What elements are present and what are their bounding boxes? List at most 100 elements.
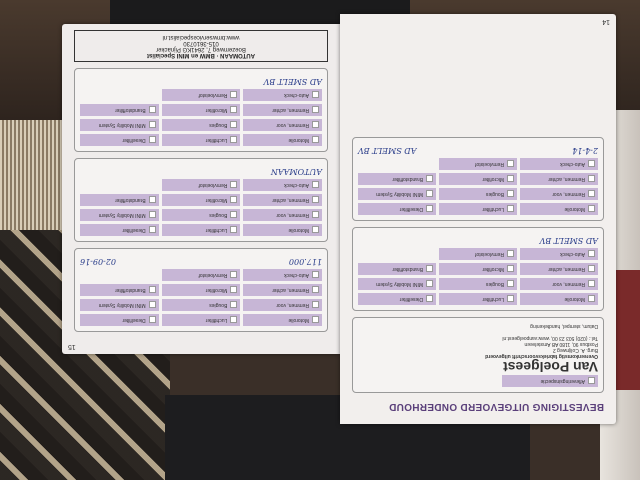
date-entry: 2-4-14 — [572, 146, 598, 155]
checkbox[interactable] — [507, 160, 514, 168]
service-item: MINI Mobility System — [80, 299, 159, 311]
checkbox[interactable] — [426, 190, 433, 198]
checkbox[interactable] — [312, 106, 319, 114]
service-item: Remvloeistof — [439, 158, 517, 170]
checkbox[interactable] — [426, 175, 433, 183]
checkbox[interactable] — [230, 286, 238, 294]
service-item: Auto-check — [243, 89, 322, 101]
date-entry: 02-09-16 — [80, 257, 116, 266]
service-item: Dieselfilter — [80, 314, 159, 326]
checkbox[interactable] — [148, 121, 156, 129]
checkbox[interactable] — [312, 226, 319, 234]
checkbox[interactable] — [148, 316, 156, 324]
checkbox[interactable] — [230, 196, 238, 204]
checkbox[interactable] — [507, 265, 514, 273]
checkbox[interactable] — [588, 265, 595, 273]
delivery-inspection-box: Afleveringsinspectie Van Poelgeest Overe… — [352, 317, 604, 393]
page-title: BEVESTIGING UITGEVOERD ONDERHOUD — [388, 401, 604, 412]
checkbox[interactable] — [507, 295, 514, 303]
checkbox[interactable] — [312, 91, 319, 99]
checkbox[interactable] — [312, 301, 319, 309]
checkbox[interactable] — [230, 91, 238, 99]
right-page: 14 BEVESTIGING UITGEVOERD ONDERHOUD Afle… — [340, 14, 616, 424]
checkbox[interactable] — [148, 136, 156, 144]
service-item: Remmen, achter — [243, 284, 322, 296]
checkbox[interactable] — [230, 271, 238, 279]
checkbox[interactable] — [230, 226, 238, 234]
checkbox[interactable] — [426, 280, 433, 288]
checkbox[interactable] — [148, 301, 156, 309]
checkbox[interactable] — [588, 295, 595, 303]
checkbox[interactable] — [230, 316, 238, 324]
checkbox[interactable] — [312, 121, 319, 129]
service-section: Motorolie Luchtfilter Dieselfilter Remmen, … — [74, 248, 328, 332]
service-item: Motorolie — [520, 293, 598, 305]
checkbox[interactable] — [588, 190, 595, 198]
checkbox[interactable] — [148, 106, 156, 114]
checkbox[interactable] — [230, 106, 238, 114]
service-item: Microfilter — [439, 263, 517, 275]
service-item: Remvloeistof — [161, 269, 241, 281]
checkbox[interactable] — [312, 211, 319, 219]
checkbox[interactable] — [230, 181, 238, 189]
service-item: Microfilter — [161, 284, 241, 296]
checkbox[interactable] — [588, 250, 595, 258]
checkbox[interactable] — [230, 136, 238, 144]
checkbox[interactable] — [312, 316, 319, 324]
service-item: Remmen, achter — [520, 173, 598, 185]
service-item: Bougies — [439, 278, 517, 290]
service-item: Remmen, voor — [243, 299, 322, 311]
service-item: Microfilter — [439, 173, 517, 185]
checkbox[interactable] — [507, 205, 514, 213]
checkbox[interactable] — [588, 205, 595, 213]
service-item: Remmen, achter — [243, 104, 322, 116]
service-item: Auto-check — [243, 179, 322, 191]
checkbox[interactable] — [588, 175, 595, 183]
checkbox[interactable] — [507, 280, 514, 288]
checkbox[interactable] — [426, 205, 433, 213]
rug-fringe — [0, 120, 70, 230]
checkbox[interactable] — [230, 301, 238, 309]
checkbox[interactable] — [507, 190, 514, 198]
checkbox[interactable] — [148, 196, 156, 204]
checkbox[interactable] — [230, 121, 238, 129]
service-item: MINI Mobility System — [358, 278, 436, 290]
service-item: Auto-check — [520, 248, 598, 260]
checkbox[interactable] — [312, 181, 319, 189]
checkbox[interactable] — [148, 286, 156, 294]
service-item: Motorolie — [520, 203, 598, 215]
dealer-stamp: AUTOMAAN · BMW en MINI Specialist Boezem… — [74, 30, 328, 62]
checkbox[interactable] — [312, 196, 319, 204]
checkbox[interactable] — [230, 211, 238, 219]
service-item: Remmen, achter — [243, 194, 322, 206]
checkbox[interactable] — [426, 295, 433, 303]
checkbox[interactable] — [426, 265, 433, 273]
service-item: Remvloeistof — [161, 179, 241, 191]
service-item: Motorolie — [243, 314, 322, 326]
km-entry: 117.000 — [288, 257, 322, 266]
service-item: Bougies — [439, 188, 517, 200]
service-item: Remmen, achter — [520, 263, 598, 275]
service-item: MINI Mobility System — [80, 209, 159, 221]
checkbox[interactable] — [312, 286, 319, 294]
service-item: Dieselfilter — [80, 134, 159, 146]
checkbox[interactable] — [588, 160, 595, 168]
checkbox[interactable] — [588, 280, 595, 288]
service-item: Remmen, voor — [243, 119, 322, 131]
checkbox[interactable] — [148, 211, 156, 219]
stamp-entry: AD SMELT BV — [358, 146, 417, 155]
page-number: 14 — [602, 18, 610, 25]
service-item: Auto-check — [243, 269, 322, 281]
checkbox[interactable] — [507, 250, 514, 258]
service-item: Dieselfilter — [358, 203, 436, 215]
service-section: Motorolie Luchtfilter Dieselfilter Remmen, … — [352, 227, 604, 311]
checkbox[interactable] — [507, 175, 514, 183]
service-item: Luchtfilter — [439, 293, 517, 305]
checkbox[interactable] — [312, 136, 319, 144]
service-section: Motorolie Luchtfilter Dieselfilter Remmen, … — [74, 68, 328, 152]
service-section: Motorolie Luchtfilter Dieselfilter Remmen, … — [74, 158, 328, 242]
service-item: Luchtfilter — [161, 134, 241, 146]
checkbox[interactable] — [312, 271, 319, 279]
checkbox[interactable] — [148, 226, 156, 234]
stamp-entry: AD SMELT BV — [539, 236, 598, 245]
